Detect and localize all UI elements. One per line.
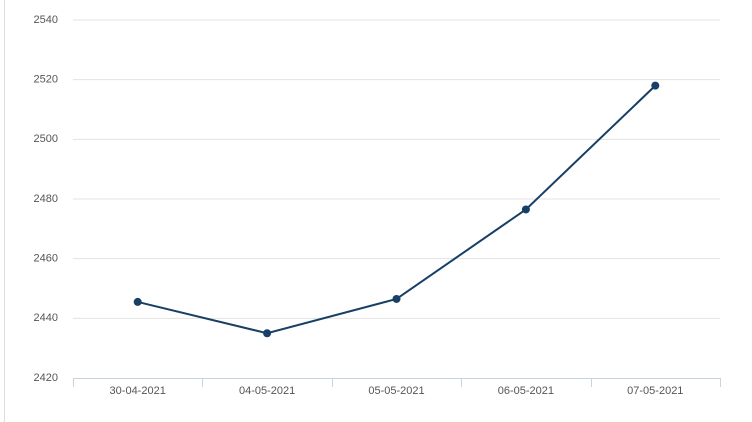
x-tick-label: 04-05-2021: [239, 385, 295, 397]
x-tick-label: 06-05-2021: [498, 385, 554, 397]
y-tick-label: 2520: [34, 74, 58, 86]
y-tick-label: 2440: [34, 312, 58, 324]
y-tick-label: 2420: [34, 372, 58, 384]
point: [263, 329, 272, 338]
x-tick-label: 30-04-2021: [110, 385, 166, 397]
x-tick-label: 07-05-2021: [627, 385, 683, 397]
y-tick-label: 2480: [34, 193, 58, 205]
point: [521, 205, 530, 214]
point: [392, 294, 401, 303]
point: [133, 297, 142, 306]
x-tick-label: 05-05-2021: [368, 385, 424, 397]
point: [651, 81, 660, 90]
y-tick-label: 2500: [34, 133, 58, 145]
y-tick-label: 2460: [34, 253, 58, 265]
y-tick-label: 2540: [34, 14, 58, 26]
